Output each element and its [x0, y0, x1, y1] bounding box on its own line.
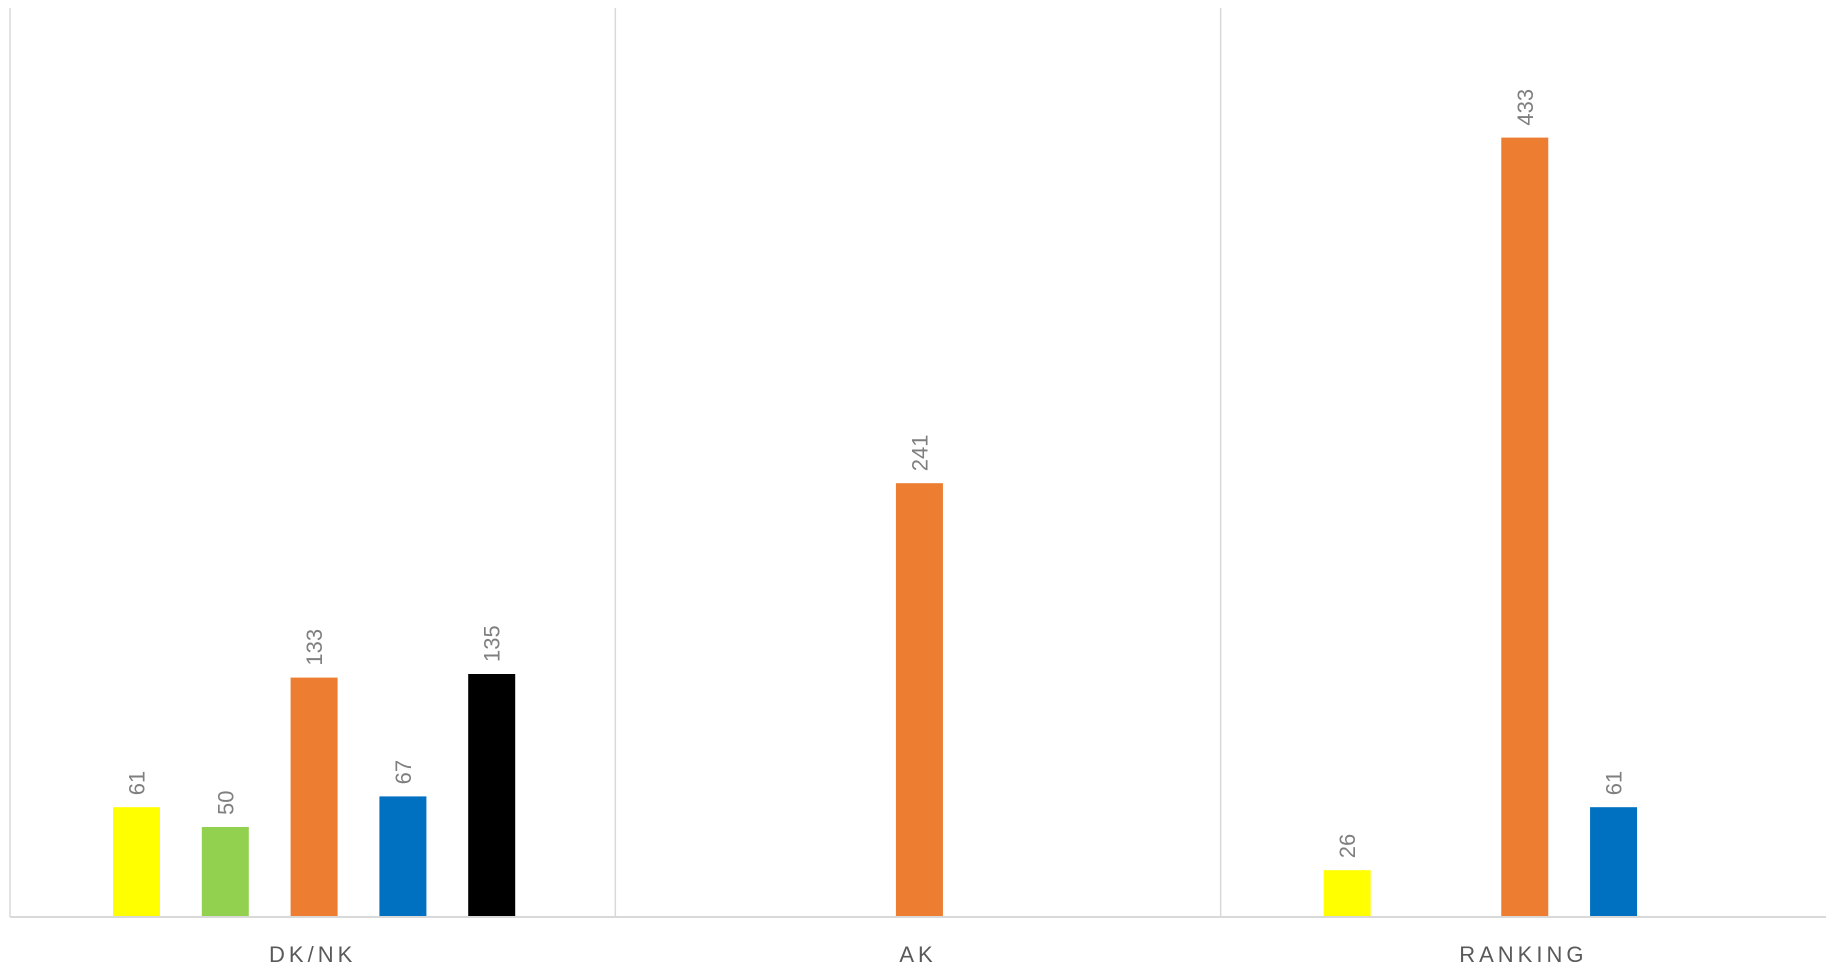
data-label: 241 — [907, 434, 932, 471]
bar — [201, 827, 249, 917]
category-label: AK — [899, 942, 936, 967]
category-separators — [9, 8, 1222, 917]
category-label: DK/NK — [269, 942, 356, 967]
bar — [1323, 870, 1371, 917]
data-label: 433 — [1513, 89, 1538, 126]
bar — [1501, 137, 1549, 918]
data-label: 61 — [125, 771, 150, 795]
data-label: 26 — [1335, 834, 1360, 858]
bar — [379, 796, 427, 917]
category-label: RANKING — [1459, 942, 1587, 967]
data-label: 135 — [480, 625, 505, 662]
bar — [468, 674, 516, 917]
category-labels: DK/NK AK RANKING — [269, 942, 1587, 967]
data-label: 133 — [302, 629, 327, 666]
data-label: 50 — [213, 791, 238, 815]
bar — [290, 677, 338, 917]
data-label: 67 — [391, 760, 416, 784]
data-labels: 61 50 133 67 135 241 26 433 61 — [125, 89, 1627, 858]
bar — [895, 483, 943, 917]
data-label: 61 — [1602, 771, 1627, 795]
bar — [1590, 807, 1638, 917]
bars — [113, 137, 1638, 918]
bar — [113, 807, 160, 917]
